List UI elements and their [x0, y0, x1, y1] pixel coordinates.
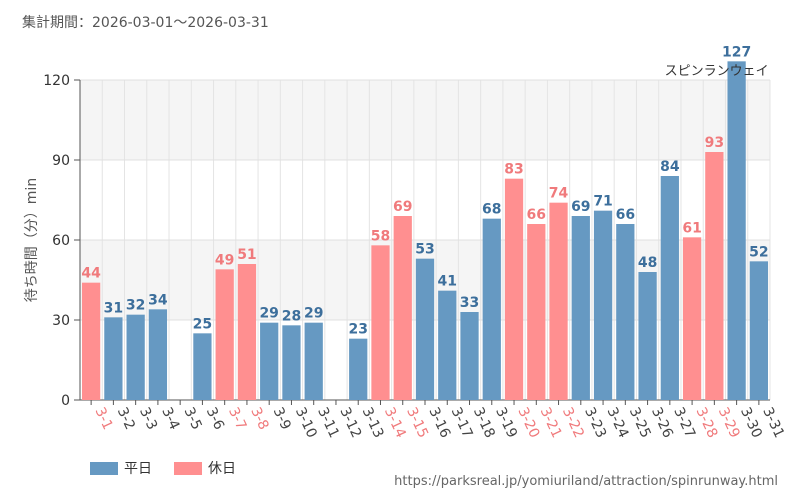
y-tick-label: 30: [52, 313, 70, 329]
data-label: 23: [348, 322, 367, 338]
data-label: 49: [215, 252, 234, 268]
legend-holiday: 休日: [174, 458, 236, 478]
bar: [193, 333, 212, 400]
data-label: 69: [393, 199, 412, 215]
bar: [215, 269, 234, 400]
legend-holiday-swatch: [174, 461, 202, 475]
x-tick-label: 3-3: [136, 405, 160, 432]
bar: [438, 290, 457, 400]
x-tick-label: 3-31: [759, 405, 787, 441]
bar-chart: 0 30 60 90 120 待ち時間（分）min 44 3-1 31 3-2 32 3-3 34 3-4…: [24, 44, 787, 441]
data-label: 52: [749, 244, 768, 260]
data-label: 127: [722, 44, 751, 60]
data-label: 48: [638, 255, 657, 271]
legend-weekday-swatch: [90, 461, 118, 475]
bar: [705, 152, 724, 400]
period-label: 集計期間：2026-03-01～2026-03-31: [22, 15, 269, 31]
data-label: 83: [504, 162, 523, 178]
bar: [504, 178, 524, 400]
bar: [104, 317, 123, 400]
bar: [393, 216, 412, 400]
data-label: 84: [660, 159, 680, 175]
bar: [415, 258, 435, 400]
y-tick-label: 0: [61, 393, 70, 409]
x-tick-label: 3-4: [158, 405, 182, 433]
chart-annotation: スピンランウェイ: [665, 64, 769, 79]
grid-band: [80, 160, 770, 240]
data-label: 31: [104, 300, 123, 316]
source-url: https://parksreal.jp/yomiuriland/attract…: [394, 474, 778, 489]
bar: [282, 325, 301, 400]
data-label: 29: [304, 306, 323, 322]
bar: [616, 224, 635, 400]
x-tick-label: 3-1: [92, 405, 116, 432]
bar: [527, 224, 546, 400]
grid-band: [80, 80, 770, 160]
data-label: 25: [193, 316, 212, 332]
data-label: 44: [81, 266, 101, 282]
data-label: 68: [482, 202, 501, 218]
x-tick-label: 3-8: [247, 405, 271, 432]
data-label: 33: [460, 295, 479, 311]
y-axis-label: 待ち時間（分）min: [24, 178, 40, 302]
legend-weekday: 平日: [90, 458, 152, 478]
y-tick-label: 120: [43, 73, 70, 89]
y-tick-label: 60: [52, 233, 70, 249]
bar: [660, 176, 679, 400]
bar: [126, 314, 145, 400]
data-label: 61: [682, 220, 701, 236]
data-label: 66: [527, 207, 546, 223]
bar: [349, 338, 368, 400]
bar: [237, 264, 257, 400]
data-label: 32: [126, 298, 145, 314]
bar: [460, 312, 479, 400]
x-tick-label: 3-6: [203, 405, 227, 433]
data-label: 53: [415, 242, 434, 258]
data-label: 34: [148, 292, 168, 308]
bar: [727, 61, 746, 400]
data-label: 58: [371, 228, 390, 244]
bar: [593, 210, 613, 400]
x-tick-label: 3-7: [225, 405, 249, 432]
data-label: 66: [616, 207, 635, 223]
bar: [304, 322, 323, 400]
bar: [260, 322, 279, 400]
data-label: 69: [571, 199, 590, 215]
data-label: 71: [593, 194, 612, 210]
bar: [482, 218, 501, 400]
bar: [148, 309, 168, 400]
legend-holiday-label: 休日: [208, 461, 236, 477]
bar: [571, 216, 590, 400]
bar: [82, 282, 101, 400]
bar: [371, 245, 390, 400]
bar: [638, 272, 657, 400]
bar: [682, 237, 702, 400]
data-label: 93: [705, 135, 724, 151]
x-tick-label: 3-9: [270, 405, 294, 432]
x-tick-label: 3-2: [114, 405, 138, 432]
data-label: 51: [237, 247, 256, 263]
data-label: 41: [438, 274, 457, 290]
bar: [749, 261, 768, 400]
legend: 平日 休日: [90, 458, 236, 478]
legend-weekday-label: 平日: [124, 461, 152, 477]
data-label: 74: [549, 186, 569, 202]
y-tick-label: 90: [52, 153, 70, 169]
bar: [549, 202, 568, 400]
data-label: 28: [282, 308, 301, 324]
x-tick-label: 3-5: [181, 405, 205, 432]
data-label: 29: [259, 306, 278, 322]
